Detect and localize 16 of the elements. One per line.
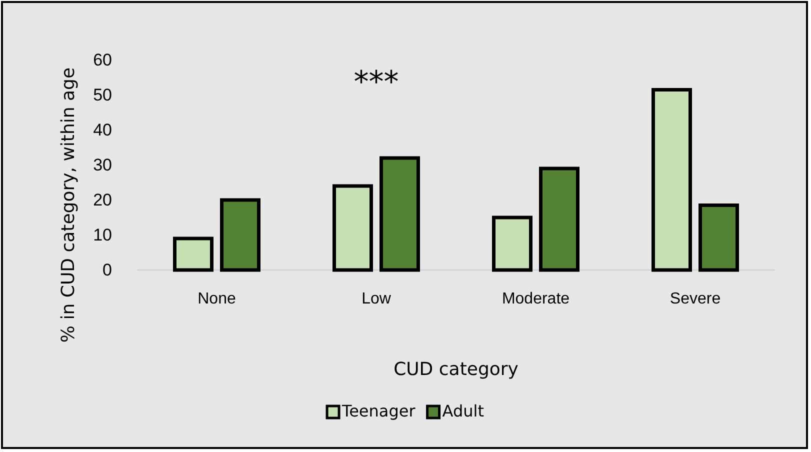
x-tick-label: Low xyxy=(362,290,392,308)
x-tick-label: Severe xyxy=(670,290,721,308)
y-tick-label: 60 xyxy=(93,50,112,70)
y-tick-label: 50 xyxy=(93,85,112,104)
y-tick-label: 10 xyxy=(93,225,112,244)
x-axis-title: CUD category xyxy=(394,359,519,380)
y-tick-label: 30 xyxy=(93,155,112,174)
x-tick-label: Moderate xyxy=(502,290,570,308)
legend-label: Adult xyxy=(442,401,484,420)
y-tick-label: 40 xyxy=(93,120,112,140)
y-tick-label: 0 xyxy=(102,260,112,280)
x-tick-label: None xyxy=(198,290,236,308)
legend-label: Teenager xyxy=(341,401,416,420)
y-axis-title: % in CUD category, within age xyxy=(58,67,79,343)
y-tick-label: 20 xyxy=(93,190,112,210)
annotation: *** xyxy=(354,65,399,100)
